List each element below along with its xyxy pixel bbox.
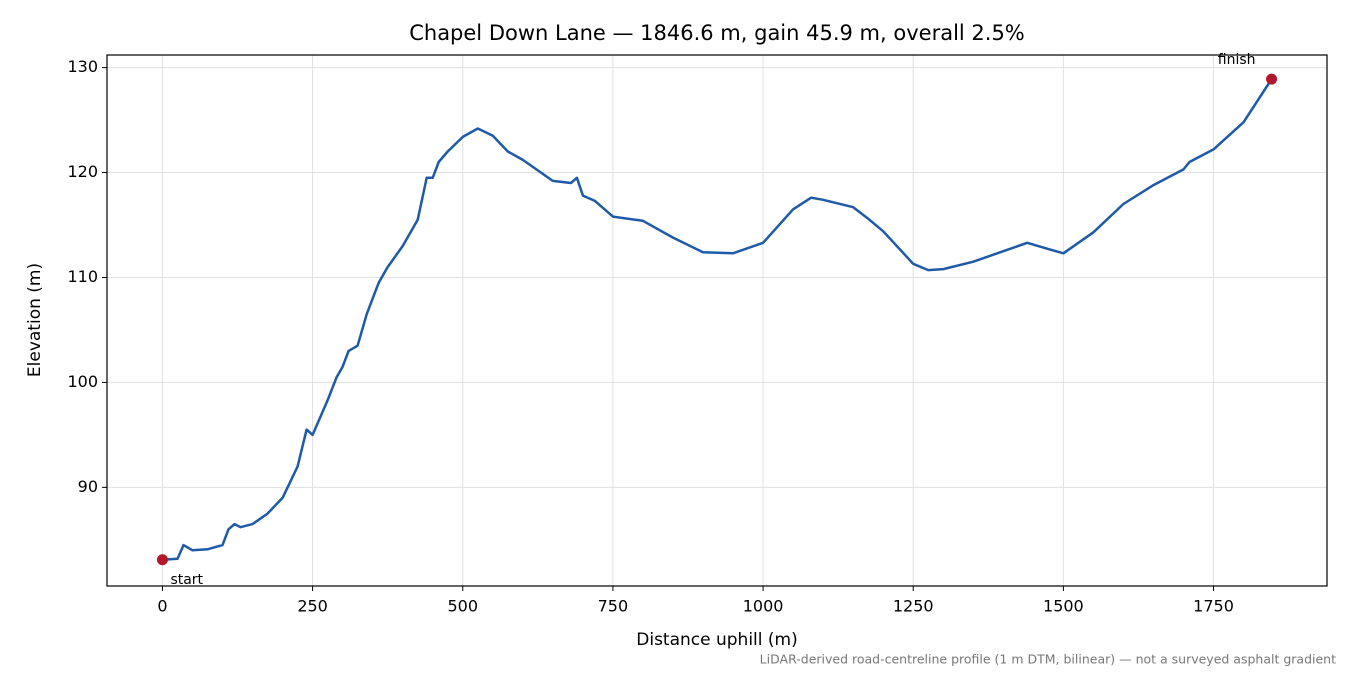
endpoint-marker <box>156 554 168 566</box>
plot-frame <box>106 54 1328 587</box>
footnote: LiDAR-derived road-centreline profile (1… <box>760 652 1336 667</box>
y-tick-label: 100 <box>67 372 98 391</box>
x-tick-label: 1000 <box>743 597 784 616</box>
y-tick-label: 110 <box>67 267 98 286</box>
elevation-line <box>162 78 1273 562</box>
x-tick-label: 0 <box>157 597 167 616</box>
x-tick-label: 1750 <box>1193 597 1234 616</box>
annotation: start <box>170 572 203 588</box>
y-axis-label: Elevation (m) <box>25 263 45 377</box>
x-tick-label: 750 <box>598 597 629 616</box>
x-tick-label: 1500 <box>1043 597 1084 616</box>
y-tick-label: 130 <box>67 57 98 76</box>
x-tick-label: 1250 <box>893 597 934 616</box>
x-tick-label: 500 <box>447 597 478 616</box>
y-tick-label: 120 <box>67 162 98 181</box>
endpoint-marker <box>1266 73 1278 85</box>
y-tick-label: 90 <box>78 477 98 496</box>
x-axis-label: Distance uphill (m) <box>636 630 797 650</box>
x-tick-label: 250 <box>297 597 328 616</box>
annotation: finish <box>1218 52 1256 68</box>
chart-title: Chapel Down Lane — 1846.6 m, gain 45.9 m… <box>409 21 1025 45</box>
